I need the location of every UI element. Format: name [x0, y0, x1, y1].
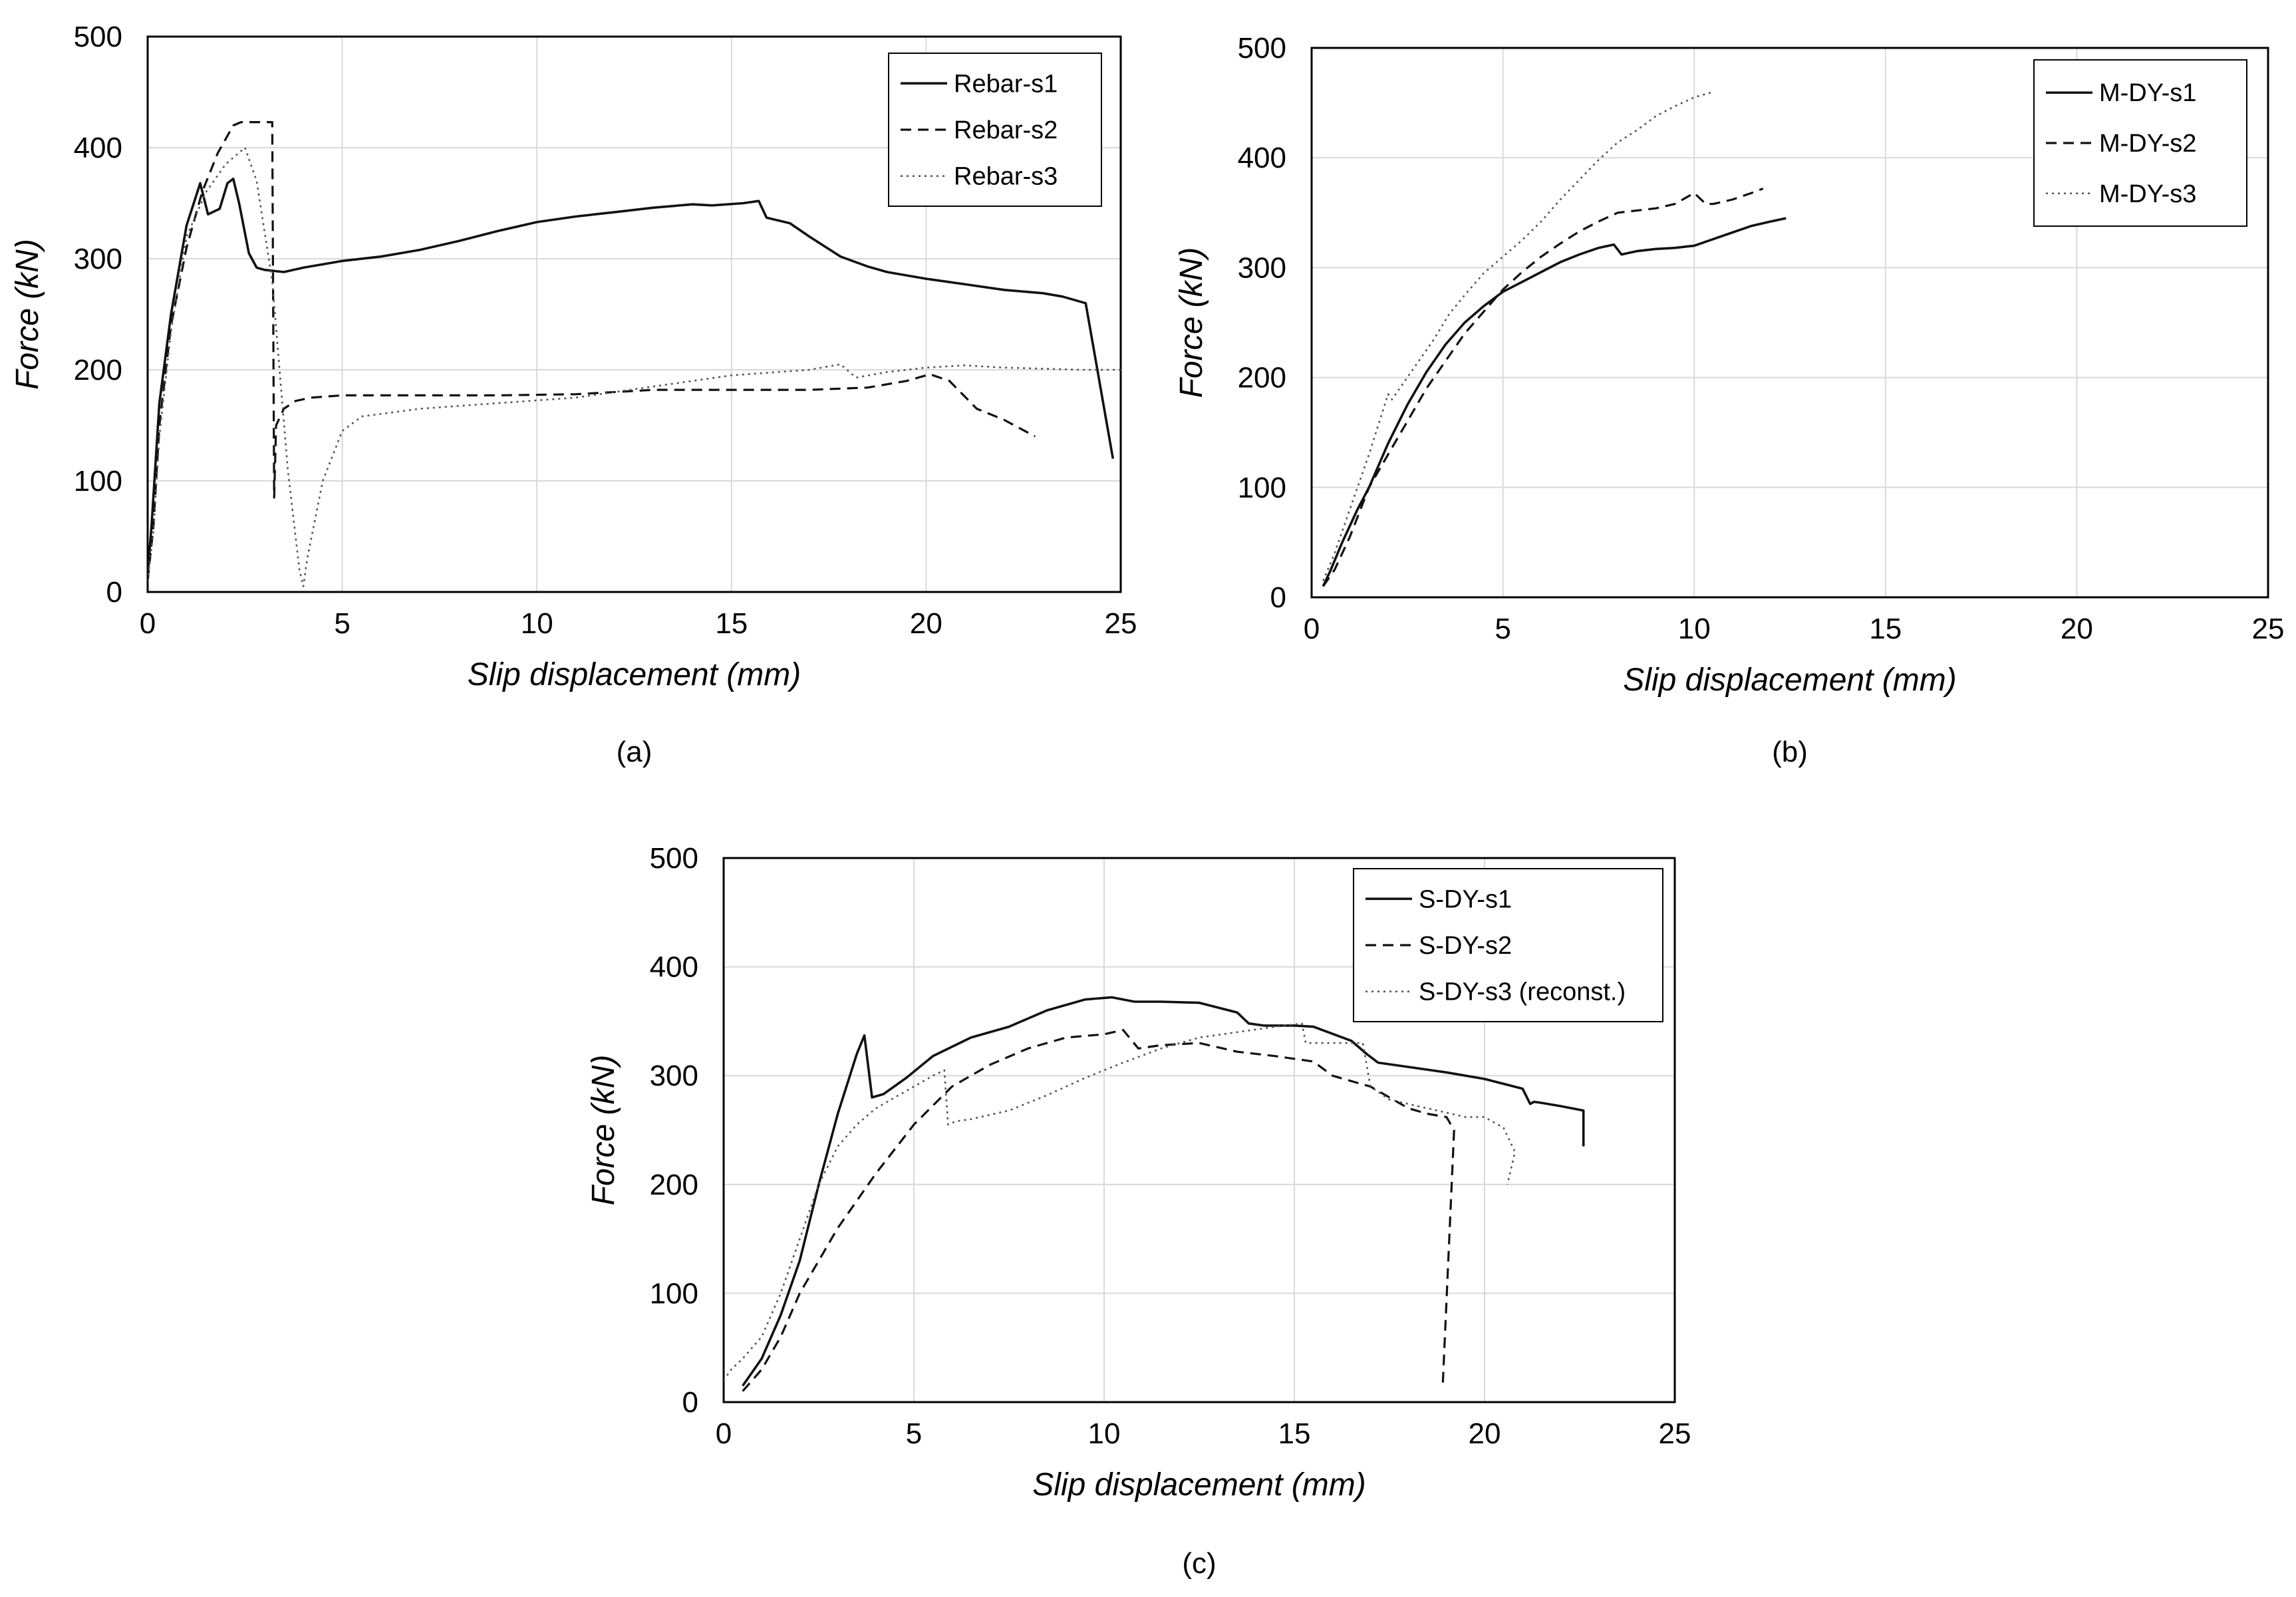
x-tick-label: 15 [1278, 1417, 1311, 1450]
y-tick-label: 400 [74, 132, 122, 164]
x-tick-label: 20 [2061, 613, 2093, 645]
legend-label: S-DY-s3 (reconst.) [1419, 978, 1626, 1006]
y-tick-label: 100 [1238, 472, 1286, 504]
panel-caption: (b) [1772, 736, 1808, 768]
x-axis-label: Slip displacement (mm) [468, 657, 801, 692]
y-tick-label: 500 [1238, 32, 1286, 65]
chart-panel-a: 0 100 200 300 400 500 0 5 10 15 20 25 Slip displacem… [10, 21, 1137, 768]
y-tick-label: 300 [1238, 251, 1286, 284]
x-tick-label: 5 [334, 607, 350, 640]
legend-label: S-DY-s1 [1419, 885, 1512, 913]
x-axis-label: Slip displacement (mm) [1623, 662, 1956, 698]
x-tick-label: 20 [910, 607, 942, 640]
x-tick-label: 5 [906, 1417, 922, 1450]
legend-label: M-DY-s2 [2099, 130, 2196, 158]
panel-caption: (c) [1182, 1547, 1216, 1580]
y-tick-label: 0 [682, 1386, 698, 1419]
x-tick-label: 20 [1469, 1417, 1501, 1450]
y-axis-label: Force (kN) [1174, 247, 1209, 398]
y-axis-label: Force (kN) [10, 239, 45, 390]
legend-label: S-DY-s2 [1419, 932, 1512, 960]
y-tick-label: 0 [1270, 581, 1286, 614]
y-tick-label: 200 [74, 354, 122, 386]
x-tick-label: 0 [1304, 613, 1320, 645]
y-tick-label: 500 [650, 842, 698, 875]
series-line-s-dy-s1 [742, 996, 1585, 1387]
x-tick-label: 5 [1495, 613, 1510, 645]
series-line-m-dy-s1 [1322, 217, 1787, 587]
y-tick-label: 300 [74, 243, 122, 275]
legend-label: M-DY-s1 [2099, 79, 2196, 107]
y-tick-label: 200 [650, 1169, 698, 1201]
plot-frame [1310, 47, 2269, 599]
y-tick-label: 400 [650, 951, 698, 984]
legend-label: Rebar-s3 [954, 163, 1058, 191]
series-line-m-dy-s2 [1322, 188, 1764, 587]
panel-caption: (a) [617, 736, 652, 768]
plot-frame [722, 857, 1676, 1403]
x-tick-label: 25 [1105, 607, 1137, 640]
y-axis-label: Force (kN) [586, 1055, 621, 1206]
legend-label: Rebar-s2 [954, 116, 1058, 144]
series-line-m-dy-s3 [1322, 90, 1714, 581]
x-tick-label: 25 [2252, 613, 2285, 645]
plot-frame [146, 35, 1122, 593]
y-tick-label: 500 [74, 21, 122, 53]
x-tick-label: 0 [140, 607, 156, 640]
x-tick-label: 25 [1659, 1417, 1691, 1450]
x-tick-label: 10 [1088, 1417, 1121, 1450]
y-tick-label: 300 [650, 1060, 698, 1092]
x-tick-label: 10 [521, 607, 553, 640]
y-tick-label: 400 [1238, 142, 1286, 174]
x-tick-label: 15 [715, 607, 748, 640]
x-tick-label: 15 [1869, 613, 1902, 645]
legend-label: M-DY-s3 [2099, 180, 2196, 208]
series-line-rebar-s1 [148, 178, 1115, 576]
x-tick-label: 10 [1678, 613, 1711, 645]
legend-label: Rebar-s1 [954, 70, 1058, 98]
chart-panel-c: 0 100 200 300 400 500 0 5 10 15 20 25 Slip displacem… [586, 842, 1691, 1580]
chart-panel-b: 0 100 200 300 400 500 0 5 10 15 20 25 Slip displacem… [1174, 32, 2284, 768]
y-tick-label: 100 [650, 1277, 698, 1310]
y-tick-label: 200 [1238, 362, 1286, 394]
y-tick-label: 100 [74, 465, 122, 498]
series-line-rebar-s3 [148, 146, 1121, 587]
y-tick-label: 0 [106, 576, 122, 609]
x-axis-label: Slip displacement (mm) [1032, 1467, 1365, 1503]
x-tick-label: 0 [716, 1417, 732, 1450]
series-line-s-dy-s3-reconst [724, 1022, 1516, 1381]
